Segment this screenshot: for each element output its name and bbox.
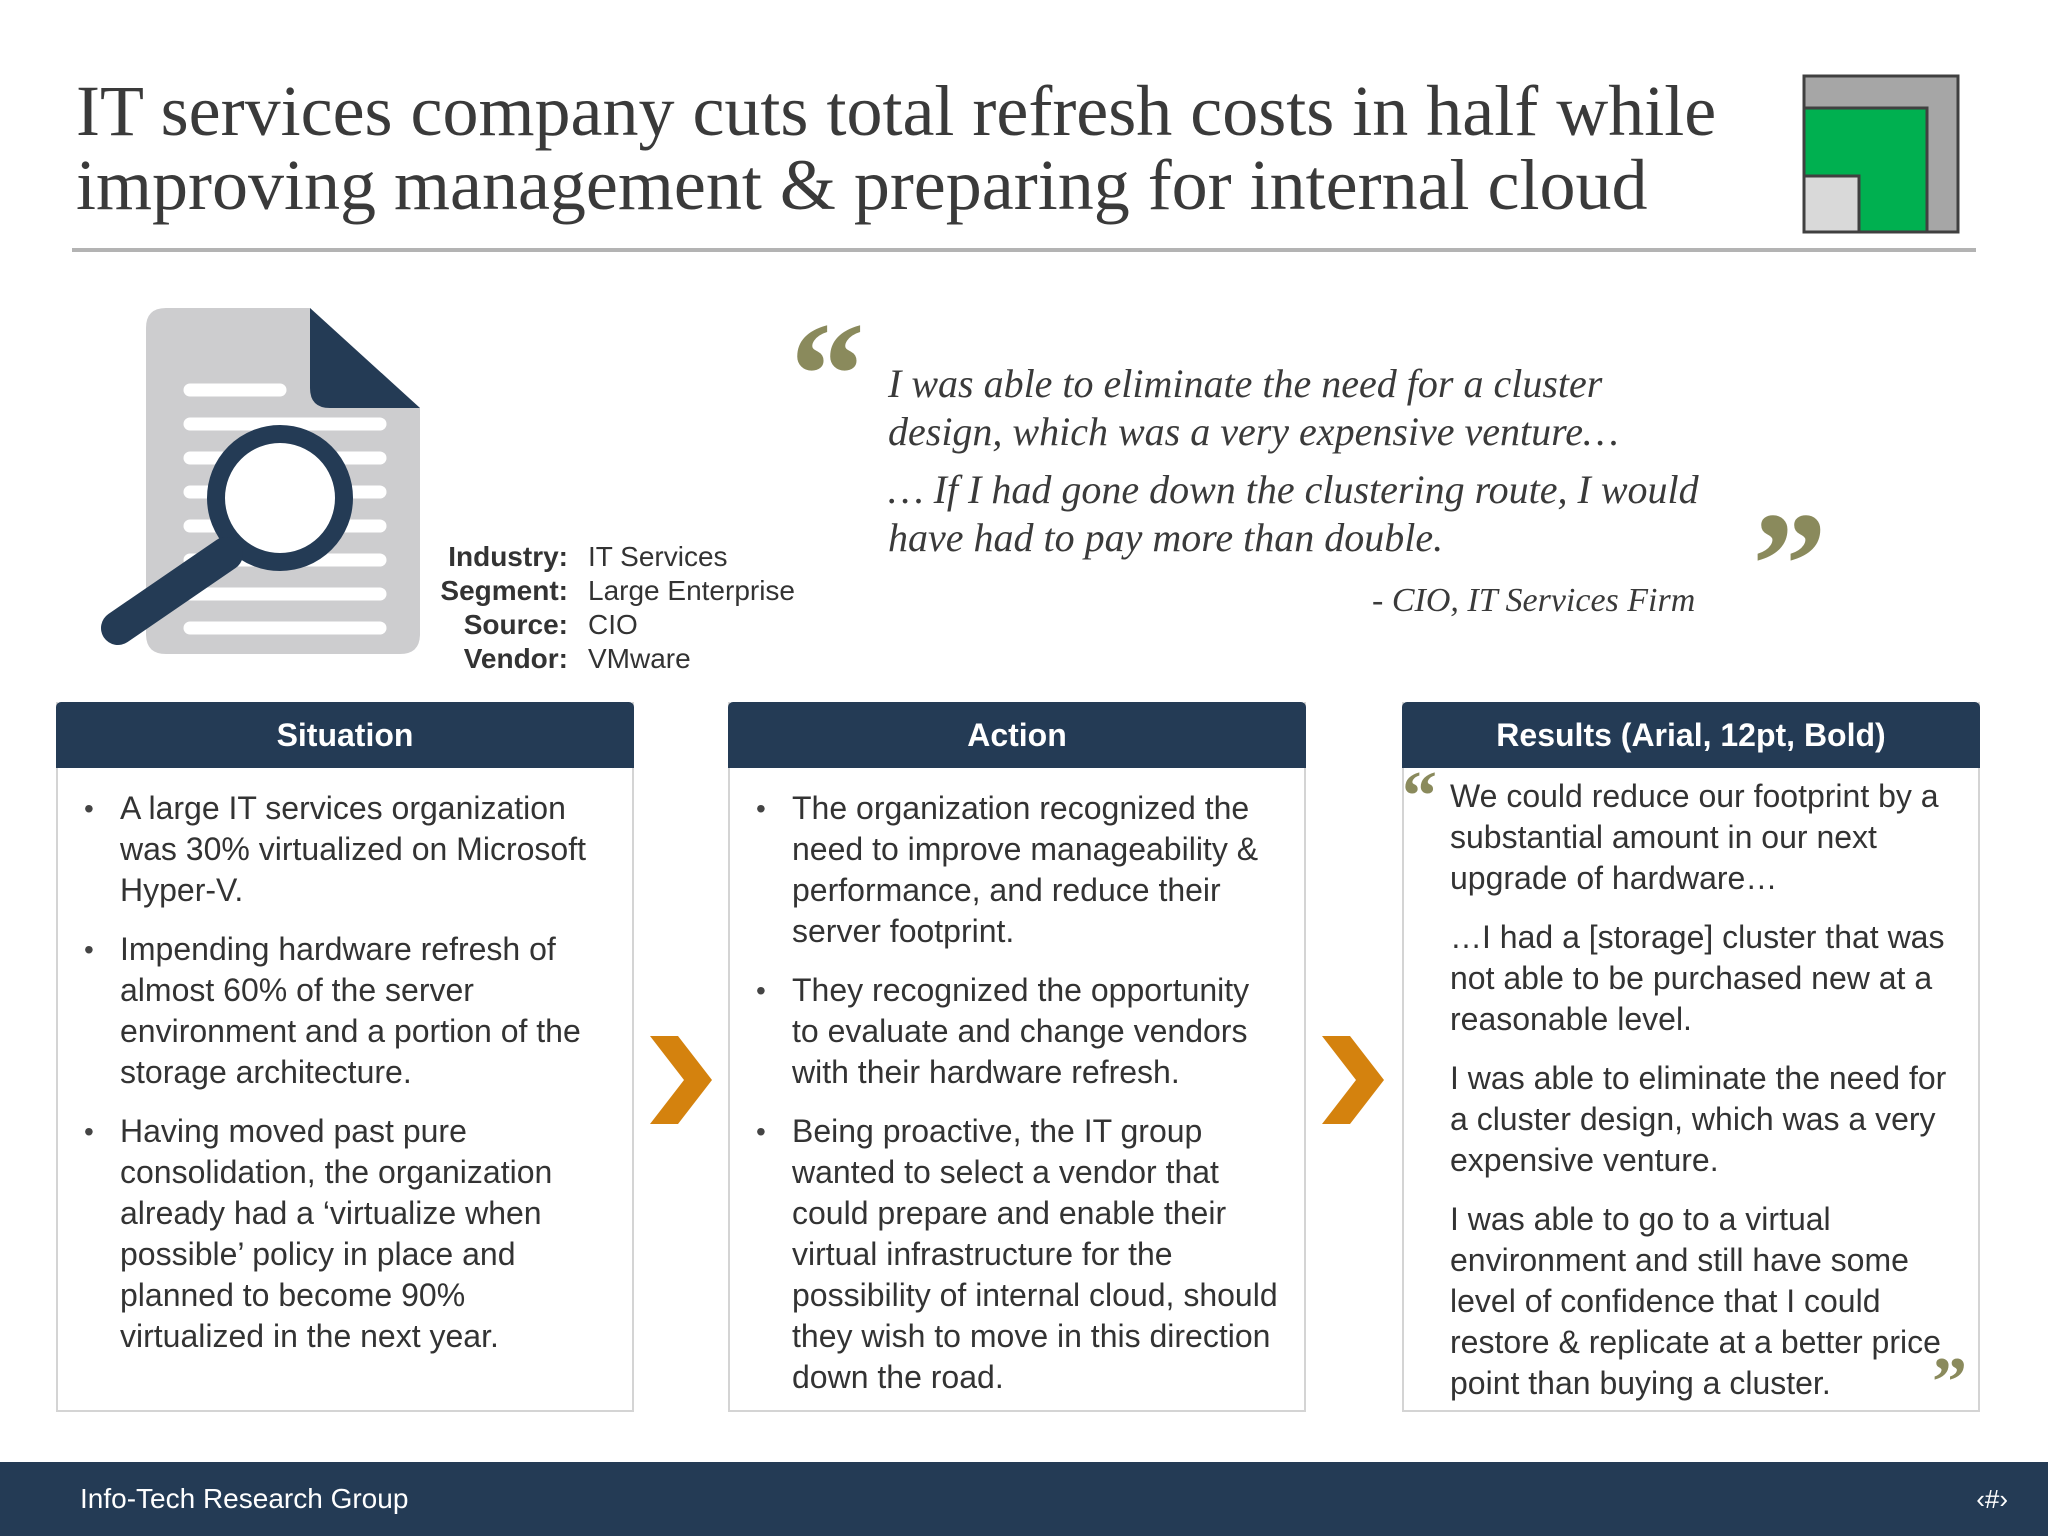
quote-line: … If I had gone down the clustering rout… (888, 467, 1699, 512)
results-paragraph: We could reduce our footprint by a subst… (1450, 778, 1939, 896)
results-panel: Results (Arial, 12pt, Bold) We could red… (1402, 702, 1980, 1412)
profile-row-source: Source: CIO (420, 608, 840, 642)
logo-squares-icon (1802, 74, 1960, 234)
action-bullet: Being proactive, the IT group wanted to … (750, 1111, 1282, 1398)
chevron-right-icon (650, 1036, 712, 1124)
results-paragraph: I was able to go to a virtual environmen… (1450, 1201, 1941, 1401)
quote-line: design, which was a very expensive ventu… (888, 409, 1619, 454)
results-paragraph: …I had a [storage] cluster that was not … (1450, 919, 1945, 1037)
close-quote-mark-icon: ” (1752, 482, 1827, 648)
footer-bar: Info-Tech Research Group ‹#› (0, 1462, 2048, 1536)
profile-label: Source: (463, 609, 568, 640)
results-close-quote-icon: ” (1932, 1344, 1967, 1421)
profile-row-segment: Segment: Large Enterprise (420, 574, 840, 608)
situation-panel: Situation A large IT services organizati… (56, 702, 634, 1412)
situation-bullet: A large IT services organization was 30%… (78, 788, 610, 911)
results-open-quote-icon: “ (1402, 758, 1437, 835)
profile-label: Segment: (440, 575, 568, 606)
results-body: We could reduce our footprint by a subst… (1404, 776, 1978, 1422)
profile-value: IT Services (588, 541, 728, 572)
situation-body: A large IT services organization was 30%… (58, 788, 632, 1375)
results-header: Results (Arial, 12pt, Bold) (1402, 702, 1980, 768)
title-divider (72, 248, 1976, 252)
action-body: The organization recognized the need to … (730, 788, 1304, 1416)
profile-label: Vendor: (463, 643, 568, 674)
action-header: Action (728, 702, 1306, 768)
profile-label: Industry: (448, 541, 568, 572)
profile-row-industry: Industry: IT Services (420, 540, 840, 574)
situation-bullet: Impending hardware refresh of almost 60%… (78, 929, 610, 1093)
profile-value: VMware (588, 643, 691, 674)
title-line-1: IT services company cuts total refresh c… (76, 71, 1717, 151)
quote-attribution: - CIO, IT Services Firm (1372, 582, 1696, 619)
profile-value: Large Enterprise (588, 575, 796, 606)
chevron-right-icon (1322, 1036, 1384, 1124)
action-bullet: They recognized the opportunity to evalu… (750, 970, 1282, 1093)
action-bullet: The organization recognized the need to … (750, 788, 1282, 952)
footer-org-name: Info-Tech Research Group (80, 1483, 409, 1514)
profile-value: CIO (588, 609, 638, 640)
action-panel: Action The organization recognized the n… (728, 702, 1306, 1412)
quote-line: have had to pay more than double. (888, 515, 1444, 560)
situation-bullet: Having moved past pure consolidation, th… (78, 1111, 610, 1357)
title-line-2: improving management & preparing for int… (76, 145, 1648, 225)
profile-row-vendor: Vendor: VMware (420, 642, 840, 676)
page-number: ‹#› (1976, 1484, 2008, 1514)
quote-line: I was able to eliminate the need for a c… (888, 361, 1603, 406)
case-profile: Industry: IT Services Segment: Large Ent… (420, 540, 840, 676)
situation-header: Situation (56, 702, 634, 768)
testimonial-quote: I was able to eliminate the need for a c… (888, 360, 1788, 562)
document-search-icon (101, 308, 420, 654)
page-title: IT services company cuts total refresh c… (76, 74, 1776, 222)
results-paragraph: I was able to eliminate the need for a c… (1450, 1060, 1947, 1178)
open-quote-mark-icon: “ (790, 292, 865, 458)
